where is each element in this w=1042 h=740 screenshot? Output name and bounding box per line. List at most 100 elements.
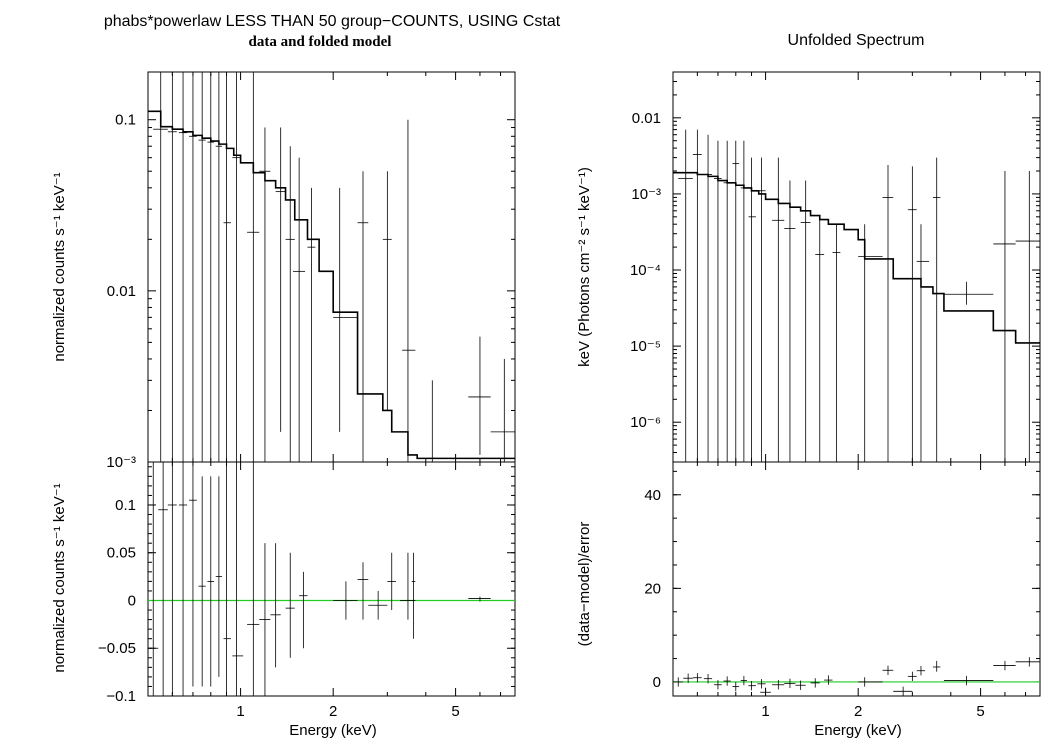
chi-data-point [772, 680, 785, 690]
counts-data-point [215, 72, 222, 462]
unfolded-panel: 0.01 10⁻³ 10⁻⁴ 10⁻⁵ 10⁻⁶ [630, 71, 1041, 463]
counts-data-point [207, 72, 215, 462]
right-xlabel: Energy (keV) [814, 722, 902, 739]
chi-panel: 40 20 0 1 2 5 [644, 461, 1041, 720]
chi-data-point [692, 673, 702, 683]
unfolded-data-point [993, 171, 1016, 462]
counts-data-point [178, 72, 188, 462]
counts-data-point [275, 127, 286, 432]
residuals-ytick-label: −0.1 [106, 688, 136, 705]
chi-data-point [858, 677, 883, 687]
residuals-data-point [215, 476, 222, 677]
unfolded-data-point [858, 224, 883, 462]
unfolded-ytick-label: 10⁻³ [631, 186, 661, 203]
counts-data-point [198, 72, 206, 462]
residuals-xtick-label: 1 [236, 703, 244, 720]
residuals-ytick-label: 0.1 [115, 497, 136, 514]
chi-data-point [810, 678, 820, 688]
residuals-data-point [198, 476, 206, 687]
chi-data-point [723, 676, 731, 686]
residuals-ytick-label: 0.05 [107, 545, 136, 562]
chi-data-point [703, 674, 713, 684]
chi-data-point [757, 679, 766, 689]
residuals-data-point [270, 543, 281, 668]
counts-ytick-label: 0.1 [115, 112, 136, 129]
chi-data-point [1015, 657, 1040, 667]
residuals-data-point [285, 552, 295, 658]
counts-data-point [189, 72, 197, 462]
unfolded-data-point [784, 180, 796, 462]
unfolded-data-point [943, 281, 994, 305]
counts-data-point [490, 358, 515, 462]
residuals-data-point [259, 543, 271, 696]
counts-data-point [153, 72, 168, 462]
counts-data-point [333, 187, 358, 432]
residuals-panel: 0.1 0.05 0 −0.05 −0.1 1 2 5 [98, 461, 516, 720]
chi-ytick-label: 0 [653, 674, 661, 691]
chi-data-point [882, 665, 894, 675]
counts-data-point [167, 72, 177, 462]
left-xlabel: Energy (keV) [289, 722, 377, 739]
chi-data-point [824, 675, 833, 685]
residuals-data-point [207, 476, 215, 687]
chi-data-point [932, 660, 941, 672]
counts-frame [147, 71, 516, 463]
unfolded-data-point [678, 129, 693, 462]
chi-data-point [795, 680, 806, 690]
residuals-xtick-label: 5 [451, 703, 459, 720]
unfolded-data-point [740, 140, 747, 462]
unfolded-data-point [1015, 171, 1040, 462]
chi-data-point [740, 675, 747, 686]
chi-xtick-label: 5 [976, 703, 984, 720]
counts-data-point [232, 72, 241, 462]
left-subtitle: data and folded model [249, 34, 392, 50]
unfolded-data-point [757, 157, 766, 462]
unfolded-data-point [692, 129, 702, 462]
chi-ytick-label: 20 [644, 580, 661, 597]
residuals-data-point [411, 552, 416, 639]
right-top-ylabel: keV (Photons cm⁻² s⁻¹ keV⁻¹) [576, 167, 593, 367]
counts-data-point [292, 157, 306, 462]
unfolded-ytick-label: 10⁻⁶ [630, 414, 661, 431]
residuals-data-point [357, 562, 369, 620]
residuals-data-point [178, 462, 188, 696]
unfolded-data-point [723, 140, 731, 462]
residuals-data-point [368, 590, 388, 620]
residuals-ytick-label: −0.05 [98, 640, 136, 657]
unfolded-data-point [882, 164, 894, 462]
chi-xtick-label: 1 [761, 703, 769, 720]
residuals-data-point [148, 462, 159, 696]
unfolded-ytick-label: 10⁻⁴ [630, 262, 661, 279]
unfolded-model-line [673, 171, 1040, 344]
residuals-data-point [400, 552, 416, 620]
unfolded-data-point [748, 157, 756, 462]
counts-data-point [418, 380, 451, 462]
chi-data-point [732, 681, 740, 692]
residuals-data-point [468, 596, 491, 602]
unfolded-data-point [907, 166, 917, 462]
chi-data-point [916, 666, 926, 676]
unfolded-ytick-label: 0.01 [632, 110, 661, 127]
unfolded-data-point [714, 140, 722, 462]
residuals-data-point [158, 462, 168, 696]
residuals-data-point [223, 462, 231, 696]
residuals-frame [147, 461, 516, 697]
residuals-data-point [387, 552, 396, 611]
residuals-ytick-label: 0 [128, 592, 136, 609]
counts-data-point [382, 171, 392, 411]
residuals-data-point [299, 571, 308, 649]
unfolded-data-point [916, 224, 930, 462]
right-bottom-ylabel: (data−model)/error [576, 522, 593, 647]
residuals-data-point [247, 462, 260, 696]
unfolded-data-point [815, 216, 825, 462]
unfolded-ytick-label: 10⁻⁵ [630, 338, 661, 355]
counts-data-point [259, 127, 271, 462]
unfolded-data-point [703, 134, 713, 462]
chi-data-point [784, 678, 796, 689]
counts-ytick-label: 0.01 [107, 283, 136, 300]
counts-data-point [357, 171, 369, 462]
left-top-ylabel: normalized counts s⁻¹ keV⁻¹ [51, 172, 68, 361]
chi-xtick-label: 2 [854, 703, 862, 720]
unfolded-data-point [932, 157, 941, 462]
